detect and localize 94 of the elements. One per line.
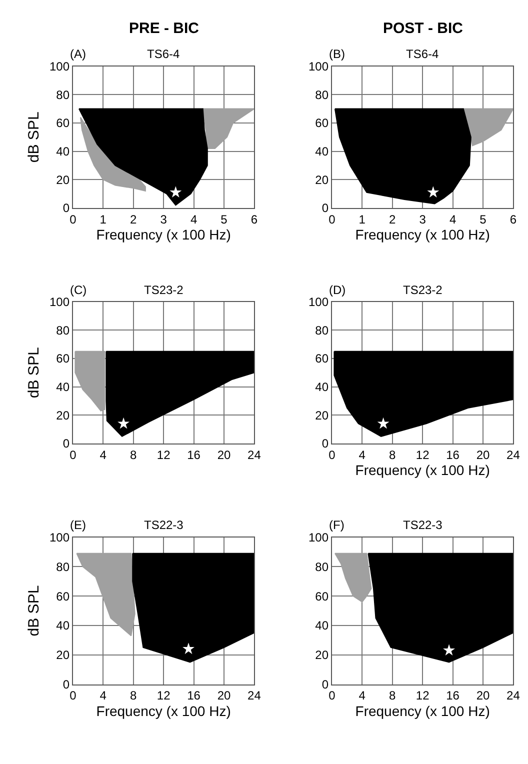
y-tick-label: 20 — [315, 408, 329, 422]
y-tick-label: 0 — [62, 436, 70, 451]
y-tick-label: 60 — [56, 352, 70, 366]
y-tick-label: 100 — [50, 530, 70, 544]
x-tick-label: 5 — [220, 212, 228, 226]
x-tick-label: 8 — [389, 448, 396, 462]
x-tick-label: 24 — [506, 688, 520, 703]
y-axis-title: dB SPL — [26, 112, 43, 163]
y-tick-label: 80 — [315, 88, 329, 102]
x-tick-label: 12 — [156, 448, 171, 462]
x-axis-title: Frequency (x 100 Hz) — [355, 702, 490, 719]
x-tick-label: 16 — [446, 448, 460, 462]
y-tick-label: 60 — [315, 116, 329, 130]
x-axis-title: Frequency (x 100 Hz) — [96, 702, 231, 719]
x-tick-label: 16 — [187, 448, 201, 462]
x-tick-label: 1 — [358, 212, 366, 226]
y-tick-label: 0 — [62, 201, 70, 216]
y-tick-label: 40 — [56, 618, 70, 633]
x-tick-label: 4 — [358, 688, 366, 703]
y-tick-label: 80 — [315, 560, 329, 574]
text: (B) — [329, 47, 345, 61]
y-tick-label: 40 — [315, 380, 329, 394]
x-tick-label: 1 — [100, 212, 107, 226]
y-tick-label: 40 — [315, 618, 329, 633]
text: (C) — [70, 283, 87, 297]
x-tick-label: 16 — [446, 688, 460, 703]
y-tick-label: 80 — [56, 88, 70, 102]
text: (A) — [70, 47, 86, 61]
x-tick-label: 2 — [389, 212, 396, 226]
y-tick-label: 0 — [62, 677, 70, 692]
text: (E) — [70, 518, 86, 532]
y-tick-label: 60 — [56, 116, 70, 130]
y-tick-label: 100 — [50, 294, 70, 309]
chart-title: TS6-4 — [406, 47, 440, 61]
x-tick-label: 20 — [217, 688, 232, 703]
y-tick-label: 60 — [315, 352, 329, 366]
x-tick-label: 24 — [248, 448, 262, 462]
x-tick-label: 4 — [190, 212, 198, 226]
chart-title: TS23-2 — [144, 283, 184, 297]
x-tick-label: 24 — [506, 448, 520, 462]
x-tick-label: 2 — [130, 212, 138, 226]
text: PRE - BIC — [129, 20, 200, 37]
x-tick-label: 3 — [160, 212, 168, 226]
y-tick-label: 0 — [322, 201, 329, 216]
y-tick-label: 100 — [308, 530, 329, 544]
y-tick-label: 60 — [56, 589, 70, 604]
x-tick-label: 8 — [130, 688, 138, 703]
x-tick-label: 4 — [449, 212, 456, 226]
y-axis-title: dB SPL — [26, 347, 43, 398]
chart-title: TS22-3 — [403, 518, 443, 532]
x-tick-label: 4 — [100, 688, 107, 703]
text: (D) — [329, 283, 346, 297]
y-tick-label: 100 — [308, 294, 329, 309]
y-tick-label: 40 — [315, 144, 329, 158]
x-tick-label: 20 — [476, 688, 490, 703]
y-tick-label: 20 — [56, 408, 70, 422]
x-tick-label: 12 — [416, 688, 430, 703]
x-tick-label: 12 — [416, 448, 430, 462]
text: (F) — [329, 518, 344, 532]
y-tick-label: 40 — [56, 380, 70, 394]
chart-title: TS23-2 — [403, 283, 443, 297]
y-tick-label: 80 — [315, 323, 329, 338]
y-axis-title: dB SPL — [26, 585, 43, 636]
text: POST - BIC — [383, 20, 464, 37]
y-tick-label: 100 — [50, 59, 70, 74]
x-tick-label: 16 — [187, 688, 201, 703]
x-tick-label: 4 — [100, 448, 107, 462]
x-tick-label: 12 — [156, 688, 171, 703]
x-tick-label: 24 — [248, 688, 262, 703]
x-tick-label: 4 — [358, 448, 366, 462]
y-tick-label: 20 — [315, 172, 329, 187]
chart-title: TS6-4 — [147, 47, 180, 61]
x-tick-label: 3 — [419, 212, 426, 226]
x-tick-label: 6 — [250, 212, 258, 226]
y-tick-label: 40 — [56, 144, 70, 158]
x-tick-label: 6 — [510, 212, 517, 226]
y-tick-label: 80 — [56, 560, 70, 574]
x-axis-title: Frequency (x 100 Hz) — [355, 462, 490, 478]
y-tick-label: 20 — [315, 648, 329, 662]
y-tick-label: 60 — [315, 589, 329, 604]
y-tick-label: 0 — [322, 436, 329, 451]
x-axis-title: Frequency (x 100 Hz) — [355, 226, 490, 243]
x-tick-label: 8 — [389, 688, 396, 703]
y-tick-label: 80 — [56, 323, 70, 338]
x-tick-label: 20 — [476, 448, 490, 462]
y-tick-label: 100 — [308, 59, 329, 74]
y-tick-label: 0 — [322, 677, 329, 692]
x-tick-label: 5 — [480, 212, 487, 226]
x-axis-title: Frequency (x 100 Hz) — [96, 226, 231, 243]
chart-title: TS22-3 — [144, 518, 184, 532]
x-tick-label: 20 — [217, 448, 232, 462]
x-tick-label: 8 — [130, 448, 138, 462]
y-tick-label: 20 — [56, 648, 70, 662]
y-tick-label: 20 — [56, 172, 70, 187]
